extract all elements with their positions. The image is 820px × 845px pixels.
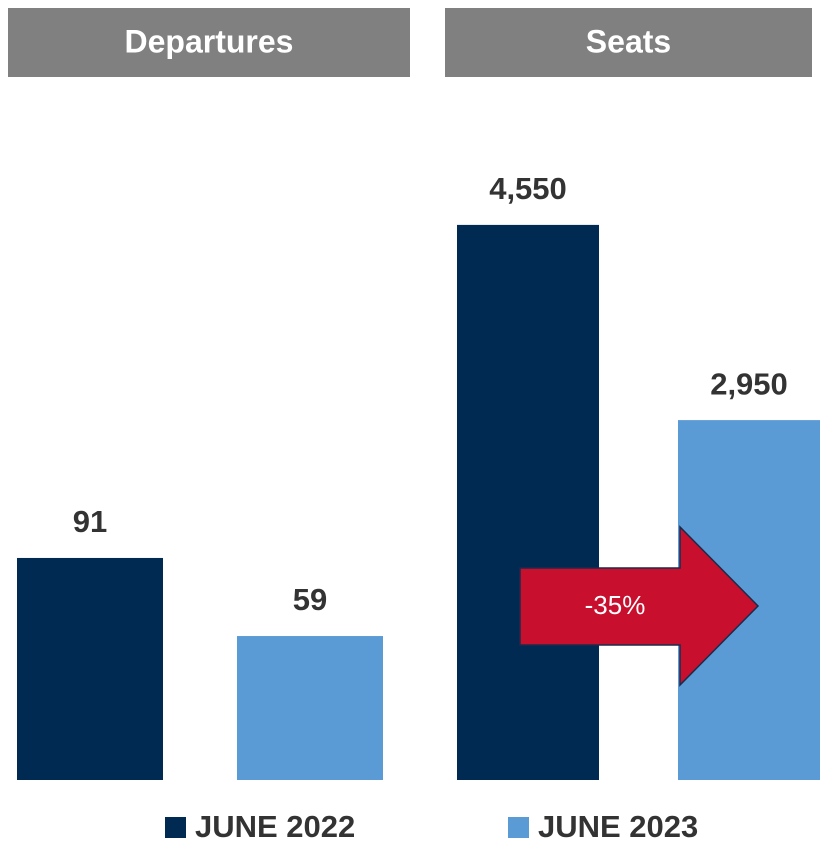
legend-swatch <box>165 817 186 838</box>
bar <box>457 224 599 780</box>
value-label: 59 <box>293 582 327 617</box>
bar <box>17 557 163 780</box>
change-label: -35% <box>585 590 646 620</box>
value-label: 91 <box>73 504 107 539</box>
value-label: 4,550 <box>489 171 567 206</box>
value-label: 2,950 <box>710 366 788 401</box>
panel-header <box>445 8 812 77</box>
legend-label: JUNE 2023 <box>538 809 698 844</box>
change-arrow <box>519 525 760 687</box>
panel-header <box>8 8 410 77</box>
panel-title: Seats <box>586 23 671 59</box>
legend-label: JUNE 2022 <box>195 809 355 844</box>
bar <box>237 636 383 780</box>
legend-swatch <box>508 817 529 838</box>
panel-title: Departures <box>125 23 294 59</box>
